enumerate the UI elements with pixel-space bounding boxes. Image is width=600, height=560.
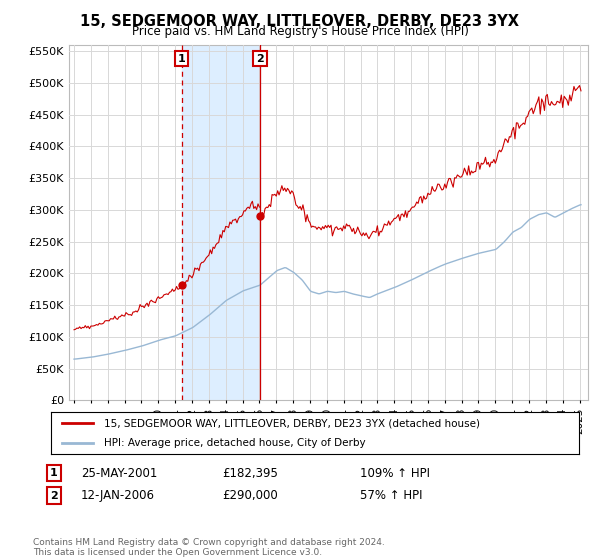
Text: 57% ↑ HPI: 57% ↑ HPI [360,489,422,502]
Text: HPI: Average price, detached house, City of Derby: HPI: Average price, detached house, City… [104,438,365,448]
Text: 12-JAN-2006: 12-JAN-2006 [81,489,155,502]
Text: 2: 2 [256,54,264,64]
Text: Price paid vs. HM Land Registry's House Price Index (HPI): Price paid vs. HM Land Registry's House … [131,25,469,38]
Text: £182,395: £182,395 [222,466,278,480]
Text: 15, SEDGEMOOR WAY, LITTLEOVER, DERBY, DE23 3YX: 15, SEDGEMOOR WAY, LITTLEOVER, DERBY, DE… [80,14,520,29]
Text: 109% ↑ HPI: 109% ↑ HPI [360,466,430,480]
Text: 25-MAY-2001: 25-MAY-2001 [81,466,157,480]
Text: Contains HM Land Registry data © Crown copyright and database right 2024.
This d: Contains HM Land Registry data © Crown c… [33,538,385,557]
Text: 1: 1 [178,54,185,64]
Text: 2: 2 [50,491,58,501]
Text: 15, SEDGEMOOR WAY, LITTLEOVER, DERBY, DE23 3YX (detached house): 15, SEDGEMOOR WAY, LITTLEOVER, DERBY, DE… [104,418,480,428]
Text: 1: 1 [50,468,58,478]
Bar [182,45,260,400]
Text: £290,000: £290,000 [222,489,278,502]
